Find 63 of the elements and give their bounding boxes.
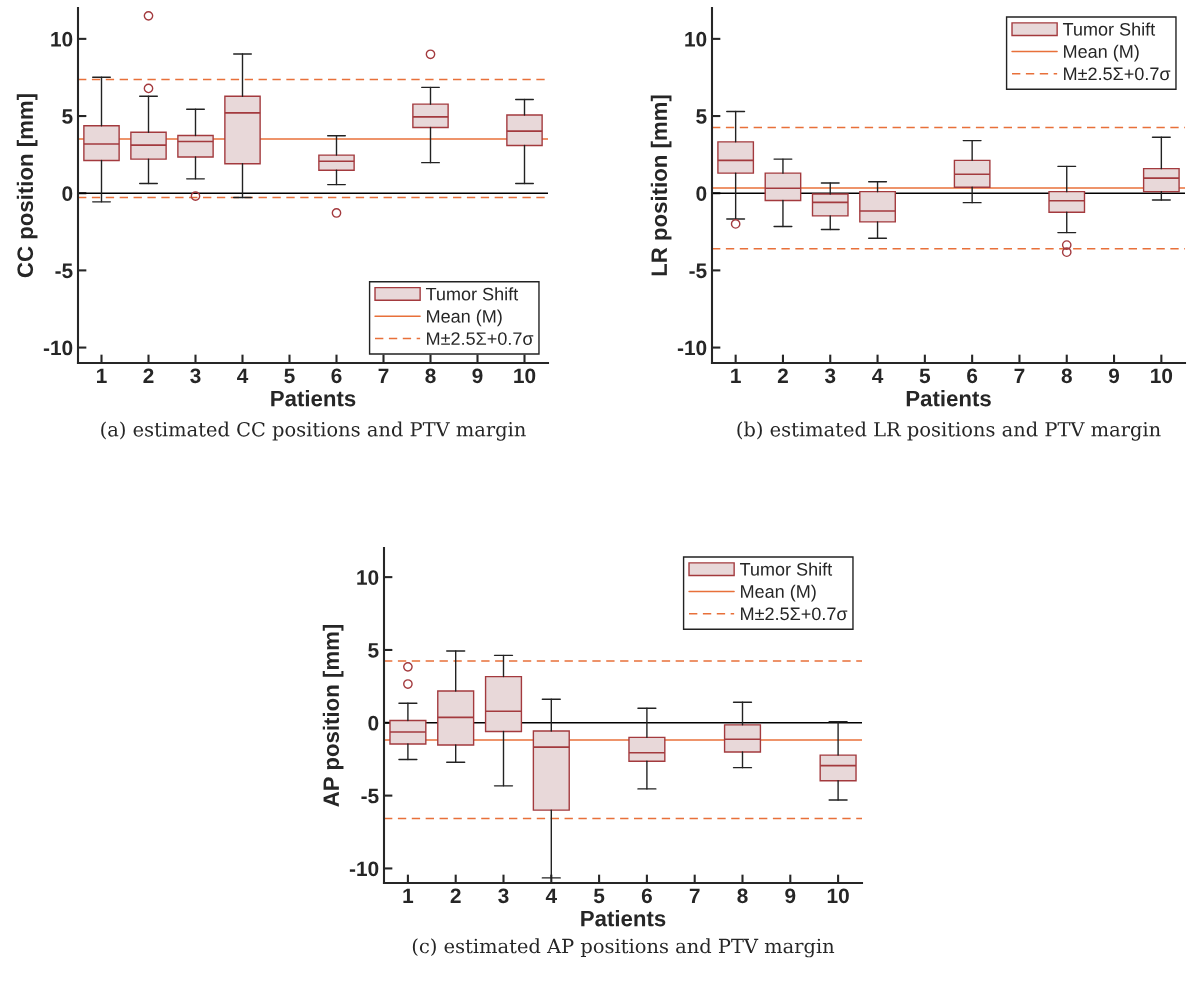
y-tick-label: -5 xyxy=(689,263,707,279)
x-tick-label: 6 xyxy=(967,368,978,384)
y-tick-label: -5 xyxy=(361,788,379,804)
x-axis-title: Patients xyxy=(581,910,666,927)
legend-label: Mean (M) xyxy=(1064,44,1139,62)
legend-label: Tumor Shift xyxy=(739,562,833,576)
x-tick-label: 9 xyxy=(1108,368,1120,384)
x-tick-label: 9 xyxy=(785,888,796,904)
legend-label: M±2.5Σ+0.7σ xyxy=(1064,67,1171,81)
x-tick-label: 8 xyxy=(425,368,436,384)
x-tick-label: 2 xyxy=(777,368,788,383)
y-tick-label: -10 xyxy=(677,340,707,356)
y-tick-label: -10 xyxy=(43,340,73,356)
x-tick-label: 9 xyxy=(472,368,483,384)
x-tick-label: 10 xyxy=(514,368,536,384)
y-tick-label: 0 xyxy=(62,186,73,201)
y-tick-label: 5 xyxy=(696,109,707,124)
x-tick-label: 1 xyxy=(403,888,414,903)
x-tick-label: 5 xyxy=(593,888,605,904)
x-tick-label: 6 xyxy=(641,888,652,904)
y-axis-title: LR position [mm] xyxy=(650,95,672,276)
legend-label: Tumor Shift xyxy=(1062,22,1156,36)
x-tick-label: 1 xyxy=(97,368,107,383)
y-axis-title: CC position [mm] xyxy=(16,94,38,278)
x-tick-label: 8 xyxy=(1061,368,1072,384)
x-tick-label: 3 xyxy=(498,888,509,904)
x-tick-label: 5 xyxy=(919,368,931,384)
text: (c) estimated AP positions and PTV margin xyxy=(412,938,835,958)
x-tick-label: 1 xyxy=(731,368,741,383)
y-tick-label: 10 xyxy=(685,31,707,47)
x-tick-label: 7 xyxy=(378,368,389,383)
x-tick-label: 2 xyxy=(143,368,154,383)
x-tick-label: 3 xyxy=(824,368,836,384)
x-tick-label: 7 xyxy=(689,888,700,903)
x-tick-label: 8 xyxy=(737,888,748,904)
y-tick-label: 0 xyxy=(368,715,379,731)
x-tick-label: 3 xyxy=(190,368,201,384)
legend-label: Mean (M) xyxy=(741,584,816,602)
y-tick-label: 10 xyxy=(51,31,73,47)
x-tick-label: 7 xyxy=(1014,368,1025,383)
y-tick-label: -10 xyxy=(349,861,379,877)
y-tick-label: 0 xyxy=(696,186,707,201)
x-tick-label: 2 xyxy=(450,888,461,903)
y-axis-title: AP position [mm] xyxy=(322,624,344,807)
legend-label: Mean (M) xyxy=(427,309,502,327)
x-tick-label: 5 xyxy=(284,368,295,384)
y-tick-label: 5 xyxy=(62,109,73,124)
x-axis-title: Patients xyxy=(906,390,991,407)
x-tick-label: 4 xyxy=(545,888,557,903)
x-axis-title: Patients xyxy=(271,390,356,407)
x-tick-label: 4 xyxy=(237,368,249,383)
legend-label: M±2.5Σ+0.7σ xyxy=(427,332,534,345)
legend-label: Tumor Shift xyxy=(425,287,519,301)
x-tick-label: 10 xyxy=(827,888,849,904)
text: (a) estimated CC positions and PTV margin xyxy=(101,421,526,441)
legend-label: M±2.5Σ+0.7σ xyxy=(741,607,848,621)
y-tick-label: 5 xyxy=(368,643,379,658)
text: (b) estimated LR positions and PTV margin xyxy=(737,421,1161,441)
y-tick-label: 10 xyxy=(357,570,379,585)
x-tick-label: 4 xyxy=(872,368,884,383)
y-tick-label: -5 xyxy=(55,263,73,279)
x-tick-label: 6 xyxy=(331,368,342,384)
x-tick-label: 10 xyxy=(1151,368,1173,384)
